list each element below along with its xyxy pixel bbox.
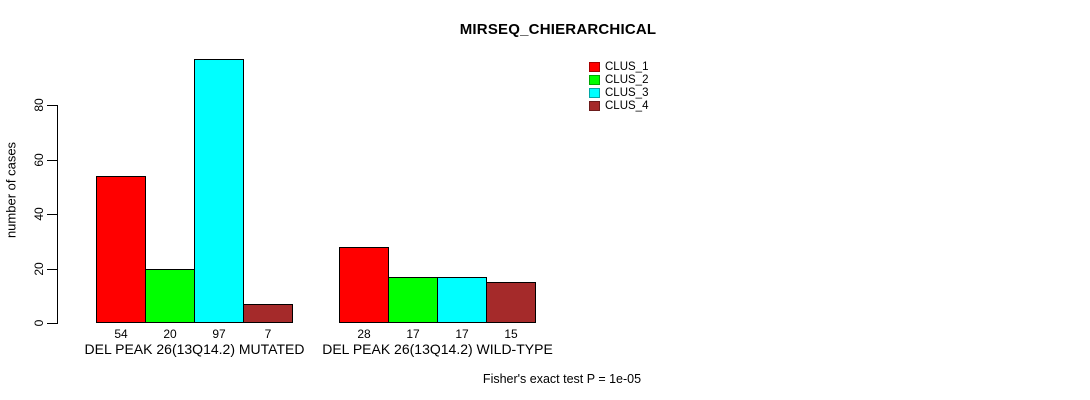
legend-swatch-clus_3 <box>589 88 600 98</box>
y-tick <box>47 214 58 215</box>
bar-clus_3 <box>194 59 244 323</box>
chart-title: MIRSEQ_CHIERARCHICAL <box>459 21 657 38</box>
bar-value-label: 7 <box>264 327 272 341</box>
bar-clus_2 <box>388 277 438 323</box>
legend-label: CLUS_3 <box>605 86 649 99</box>
bar-value-label: 15 <box>504 327 518 341</box>
bar-value-label: 17 <box>455 327 469 341</box>
bar-value-label: 17 <box>406 327 420 341</box>
legend-item: CLUS_4 <box>589 99 649 112</box>
legend-label: CLUS_2 <box>605 73 649 86</box>
legend: CLUS_1 CLUS_2 CLUS_3 CLUS_4 <box>589 60 649 114</box>
legend-item: CLUS_2 <box>589 73 649 86</box>
legend-label: CLUS_4 <box>605 99 649 112</box>
legend-item: CLUS_1 <box>589 60 649 73</box>
legend-swatch-clus_1 <box>589 62 600 72</box>
y-tick-label: 0 <box>32 319 46 327</box>
fisher-test-annotation: Fisher's exact test P = 1e-05 <box>482 372 642 386</box>
category-label: DEL PEAK 26(13Q14.2) WILD-TYPE <box>322 341 553 357</box>
bar-value-label: 28 <box>357 327 371 341</box>
y-tick-label: 60 <box>32 153 46 167</box>
y-tick <box>47 269 58 270</box>
y-tick <box>47 160 58 161</box>
bar-clus_1 <box>96 176 146 323</box>
bar-clus_1 <box>339 247 389 323</box>
y-tick-label: 80 <box>32 98 46 112</box>
bar-value-label: 97 <box>212 327 226 341</box>
bar-clus_4 <box>243 304 293 323</box>
bar-clus_4 <box>486 282 536 323</box>
y-tick <box>47 105 58 106</box>
bar-clus_2 <box>145 269 195 323</box>
y-tick <box>47 323 58 324</box>
bar-clus_3 <box>437 277 487 323</box>
y-tick-label: 40 <box>32 207 46 221</box>
legend-label: CLUS_1 <box>605 60 649 73</box>
y-tick-label: 20 <box>32 261 46 276</box>
category-label: DEL PEAK 26(13Q14.2) MUTATED <box>84 341 305 357</box>
bar-value-label: 54 <box>114 327 128 341</box>
legend-swatch-clus_2 <box>589 75 600 85</box>
legend-swatch-clus_4 <box>589 101 600 111</box>
legend-item: CLUS_3 <box>589 86 649 99</box>
y-axis-title: number of cases <box>3 141 19 239</box>
bar-value-label: 20 <box>163 327 177 341</box>
